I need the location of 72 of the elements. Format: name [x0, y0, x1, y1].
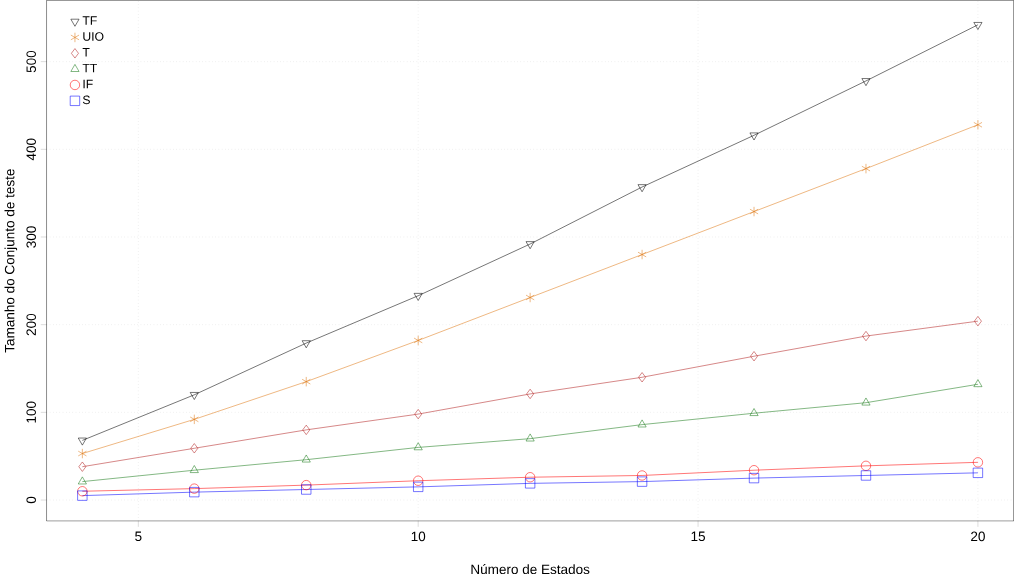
point — [973, 22, 983, 31]
point — [525, 433, 535, 442]
x-tick-label: 5 — [135, 531, 142, 542]
point — [525, 292, 535, 303]
legend-label: TT — [82, 64, 97, 73]
point — [189, 414, 199, 425]
point — [413, 482, 424, 493]
point — [77, 437, 87, 446]
point — [638, 372, 646, 383]
point — [637, 419, 647, 428]
point — [749, 473, 760, 484]
y-tick-label: 100 — [26, 401, 36, 423]
y-axis-title: Tamanho do Conjunto de teste — [4, 169, 18, 353]
legend-label: UIO — [83, 32, 104, 41]
point — [190, 443, 199, 454]
point — [974, 316, 982, 327]
point — [525, 241, 535, 250]
point — [861, 78, 871, 87]
point — [189, 483, 200, 494]
point — [189, 487, 200, 498]
point — [77, 486, 88, 497]
x-tick-label: 20 — [971, 531, 985, 542]
point — [973, 119, 983, 130]
point — [302, 425, 311, 436]
point — [301, 454, 311, 463]
point — [525, 472, 536, 483]
point — [749, 465, 760, 476]
point — [637, 476, 648, 487]
point — [77, 476, 87, 485]
point — [749, 206, 759, 217]
point — [189, 465, 199, 474]
y-tick-label: 400 — [26, 138, 36, 161]
point — [413, 442, 423, 451]
legend-label: T — [82, 48, 90, 57]
y-tick-label: 0 — [26, 496, 36, 504]
point — [749, 132, 759, 141]
legend-label: IF — [83, 79, 93, 89]
point — [414, 409, 423, 420]
point — [413, 335, 423, 346]
point — [749, 408, 759, 417]
point — [750, 351, 758, 362]
x-tick-label: 10 — [411, 531, 426, 542]
point — [77, 490, 88, 501]
point — [189, 392, 199, 400]
y-tick-label: 200 — [26, 314, 36, 336]
point — [637, 184, 647, 193]
x-axis-title: Número de Estados — [471, 564, 590, 575]
point — [860, 470, 871, 481]
legend-label: S — [82, 95, 90, 105]
point — [637, 470, 648, 481]
point — [525, 478, 536, 489]
x-tick-label: 15 — [691, 531, 706, 542]
point — [526, 389, 534, 400]
y-tick-label: 300 — [26, 226, 36, 248]
point — [861, 163, 871, 174]
point — [413, 293, 423, 301]
point — [301, 376, 311, 387]
point — [860, 461, 871, 472]
point — [972, 457, 983, 468]
point — [862, 331, 870, 342]
point — [861, 397, 871, 406]
point — [973, 379, 983, 388]
y-tick-label: 500 — [26, 51, 36, 73]
point — [637, 249, 647, 260]
point — [972, 468, 983, 479]
point — [301, 340, 311, 349]
point — [77, 448, 87, 459]
point — [78, 461, 87, 472]
legend-label: TF — [82, 16, 97, 25]
point — [301, 484, 312, 495]
point — [413, 475, 424, 486]
point — [301, 480, 312, 491]
